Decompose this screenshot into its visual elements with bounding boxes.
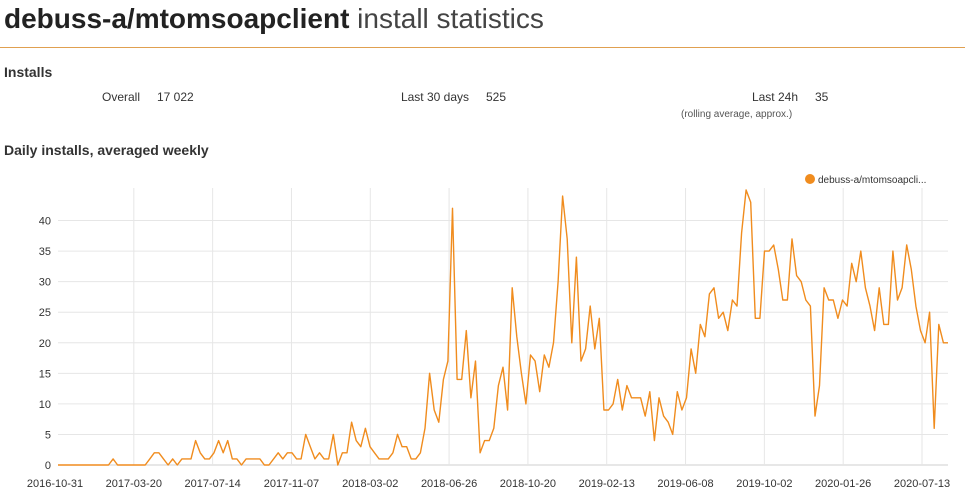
x-tick-label: 2018-10-20 xyxy=(500,478,556,490)
x-tick-label: 2019-10-02 xyxy=(736,478,792,490)
last30-value: 525 xyxy=(486,90,507,104)
header-divider xyxy=(0,47,965,48)
overall-value: 17 022 xyxy=(157,90,194,104)
chart-grid xyxy=(58,188,948,466)
x-tick-label: 2017-11-07 xyxy=(264,478,319,490)
legend-marker xyxy=(805,174,815,184)
y-axis-ticks: 0 5 10 15 20 25 30 35 40 xyxy=(39,216,51,472)
y-tick-label: 30 xyxy=(39,277,51,289)
package-name: debuss-a/mtomsoapclient xyxy=(4,3,350,34)
overall-label: Overall xyxy=(101,90,140,104)
x-tick-label: 2018-03-02 xyxy=(342,478,398,490)
y-tick-label: 10 xyxy=(39,399,51,411)
chart-series xyxy=(58,189,948,466)
installs-heading: Installs xyxy=(4,64,53,80)
x-tick-label: 2019-06-08 xyxy=(657,478,713,490)
y-tick-label: 40 xyxy=(39,216,51,228)
y-tick-label: 25 xyxy=(39,307,51,319)
y-tick-label: 0 xyxy=(45,460,51,472)
chart-heading: Daily installs, averaged weekly xyxy=(4,142,209,158)
x-tick-label: 2020-01-26 xyxy=(815,478,871,490)
last24-value: 35 xyxy=(815,90,829,104)
page-title: debuss-a/mtomsoapclient install statisti… xyxy=(4,2,544,36)
series-line xyxy=(58,189,948,466)
x-axis-ticks: 2016-10-31 2017-03-20 2017-07-14 2017-11-07… xyxy=(27,478,950,490)
y-tick-label: 35 xyxy=(39,246,51,258)
legend-label: debuss-a/mtomsoapcli... xyxy=(818,175,926,186)
x-tick-label: 2017-03-20 xyxy=(106,478,162,490)
y-tick-label: 5 xyxy=(45,429,51,441)
y-tick-label: 15 xyxy=(39,368,51,380)
x-tick-label: 2018-06-26 xyxy=(421,478,477,490)
title-suffix: install statistics xyxy=(349,3,544,34)
x-tick-label: 2017-07-14 xyxy=(184,478,240,490)
x-tick-label: 2019-02-13 xyxy=(579,478,635,490)
chart-legend[interactable]: debuss-a/mtomsoapcli... xyxy=(805,174,926,186)
last24-label: Last 24h xyxy=(751,90,798,104)
y-tick-label: 20 xyxy=(39,338,51,350)
last24-note: (rolling average, approx.) xyxy=(681,109,793,120)
x-tick-label: 2020-07-13 xyxy=(894,478,950,490)
x-tick-label: 2016-10-31 xyxy=(27,478,83,490)
last30-label: Last 30 days xyxy=(400,90,469,104)
